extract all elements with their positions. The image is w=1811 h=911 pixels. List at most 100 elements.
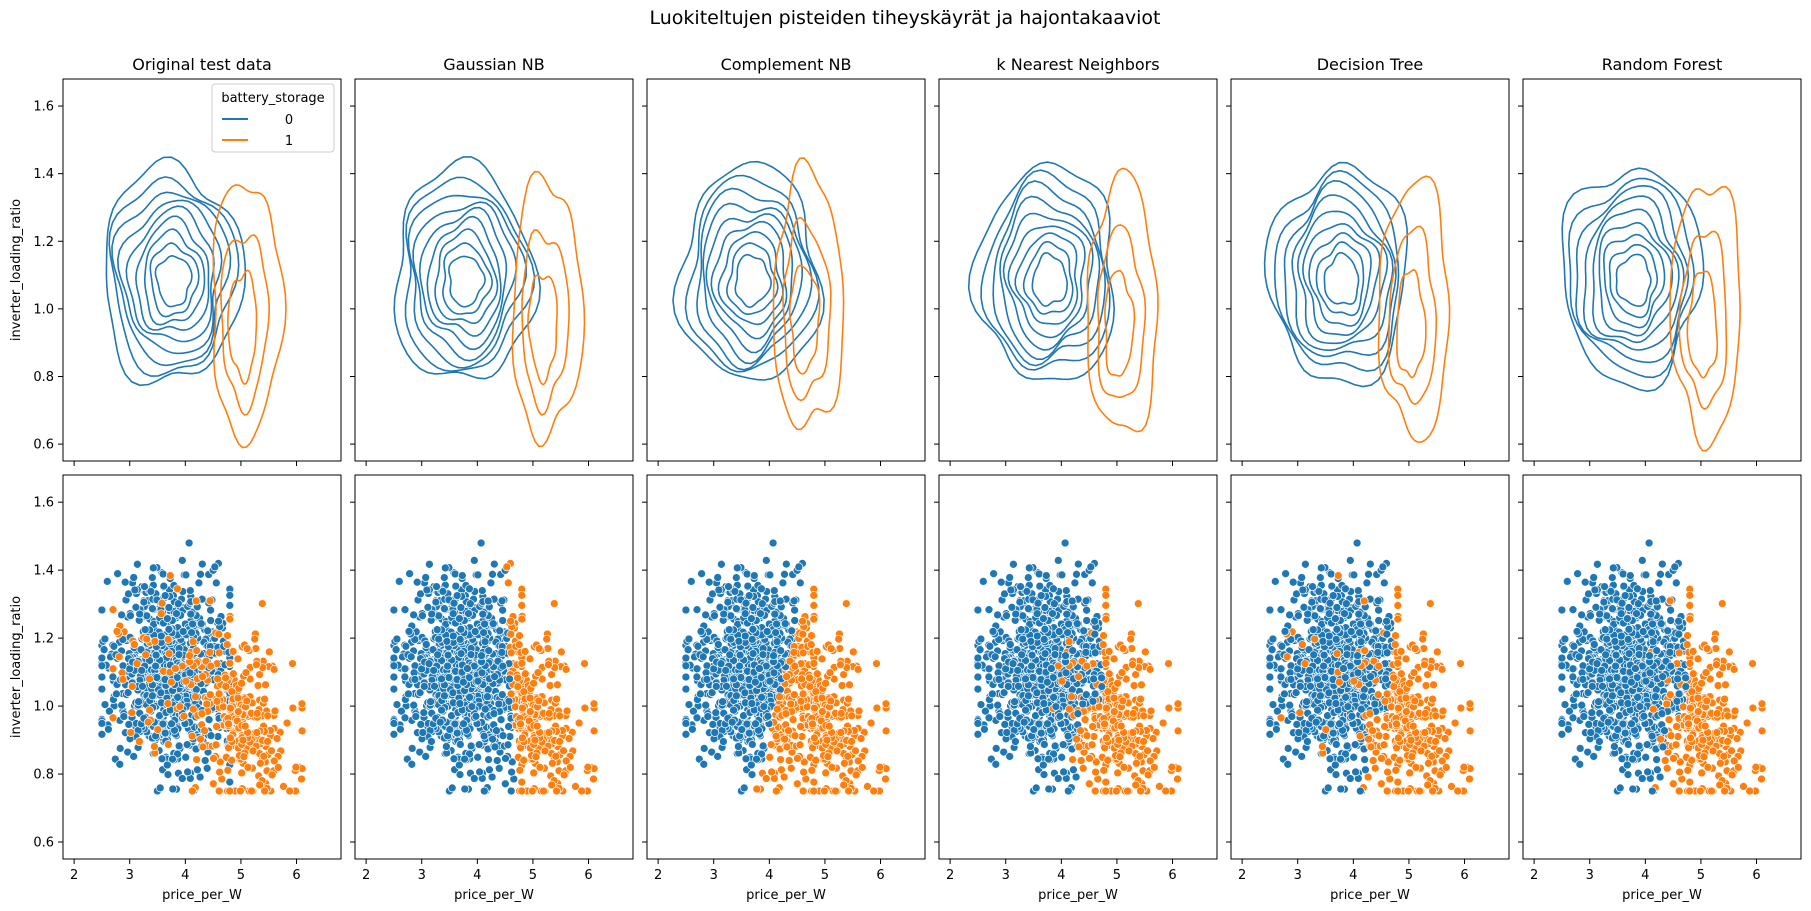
point-class-1	[214, 786, 224, 796]
point-class-1	[834, 634, 844, 644]
x-tick-label: 4	[473, 868, 481, 883]
point-class-1	[238, 735, 248, 745]
point-class-1	[784, 726, 793, 736]
point-class-1	[837, 681, 847, 690]
point-class-1	[561, 665, 571, 674]
point-class-1	[811, 755, 821, 765]
point-class-1	[539, 786, 548, 796]
point-class-0	[1032, 688, 1042, 698]
point-class-1	[132, 659, 142, 669]
y-tick-label: 1.0	[33, 700, 54, 715]
point-class-0	[115, 744, 125, 753]
point-class-1	[1082, 661, 1092, 671]
point-class-0	[442, 636, 452, 646]
point-class-1	[798, 629, 808, 639]
point-class-0	[1009, 559, 1018, 569]
point-class-1	[206, 661, 216, 671]
point-class-1	[823, 752, 833, 762]
point-class-0	[407, 744, 417, 753]
point-class-0	[484, 646, 494, 655]
point-class-1	[1101, 658, 1111, 668]
point-class-1	[166, 677, 176, 687]
point-class-0	[790, 616, 800, 625]
point-class-1	[129, 640, 139, 649]
panel-title: k Nearest Neighbors	[996, 55, 1159, 74]
point-class-0	[407, 759, 417, 769]
y-tick-label: 1.0	[33, 302, 54, 317]
point-class-1	[1109, 707, 1119, 716]
kde-contour-class-0	[149, 242, 200, 318]
point-class-0	[498, 616, 508, 625]
panel-title: Complement NB	[721, 55, 852, 74]
point-class-0	[740, 688, 750, 698]
point-class-0	[973, 653, 983, 663]
point-class-1	[1128, 709, 1138, 718]
point-class-0	[486, 578, 496, 588]
point-class-0	[492, 726, 501, 736]
point-class-0	[430, 681, 439, 691]
point-class-0	[740, 609, 750, 619]
point-class-0	[451, 581, 461, 591]
point-class-1	[517, 590, 527, 600]
point-class-1	[544, 709, 554, 718]
point-class-0	[469, 556, 479, 565]
point-class-0	[416, 720, 426, 729]
point-class-1	[1123, 786, 1132, 796]
point-class-1	[163, 635, 173, 644]
point-class-0	[206, 616, 216, 625]
point-class-1	[247, 786, 256, 796]
point-class-0	[755, 664, 764, 673]
kde-contour-class-1	[227, 269, 258, 386]
point-class-1	[847, 711, 857, 721]
point-class-1	[202, 699, 212, 709]
point-class-1	[771, 786, 781, 796]
point-class-0	[506, 786, 516, 796]
point-class-0	[148, 604, 157, 614]
point-class-1	[881, 726, 891, 736]
point-class-1	[225, 658, 235, 668]
point-class-1	[118, 675, 128, 684]
y-tick-label: 1.6	[33, 100, 54, 115]
point-class-0	[1078, 699, 1088, 709]
point-class-1	[267, 746, 276, 756]
point-class-0	[973, 684, 983, 694]
point-class-0	[1086, 562, 1096, 572]
point-class-0	[392, 700, 402, 709]
point-class-0	[710, 611, 719, 621]
point-class-1	[525, 693, 535, 703]
point-class-0	[1032, 609, 1042, 619]
point-class-1	[197, 709, 207, 719]
point-class-1	[1088, 722, 1097, 731]
point-class-1	[240, 721, 250, 731]
point-class-0	[406, 652, 416, 662]
point-class-1	[1173, 726, 1183, 736]
point-class-1	[1139, 711, 1149, 721]
point-class-1	[291, 762, 301, 772]
point-class-0	[984, 664, 994, 674]
x-tick-label: 4	[181, 868, 189, 883]
point-class-1	[805, 682, 815, 691]
point-class-0	[758, 741, 768, 751]
point-class-0	[1036, 728, 1046, 738]
point-class-1	[824, 721, 834, 731]
point-class-0	[984, 672, 994, 682]
point-class-0	[163, 770, 173, 779]
point-class-0	[427, 737, 436, 746]
point-class-1	[250, 634, 260, 644]
point-class-0	[497, 648, 507, 657]
point-class-1	[552, 786, 561, 796]
point-class-1	[198, 742, 208, 752]
point-class-1	[263, 737, 272, 746]
point-class-0	[1044, 784, 1054, 794]
point-class-1	[248, 746, 258, 756]
point-class-1	[562, 706, 572, 716]
point-class-1	[225, 614, 235, 624]
point-class-1	[520, 669, 530, 679]
point-class-0	[1068, 646, 1078, 655]
point-class-1	[1167, 762, 1177, 772]
point-class-0	[1079, 626, 1089, 636]
point-class-1	[214, 629, 224, 639]
point-class-1	[515, 631, 524, 640]
point-class-1	[112, 627, 122, 636]
point-class-0	[758, 650, 768, 659]
